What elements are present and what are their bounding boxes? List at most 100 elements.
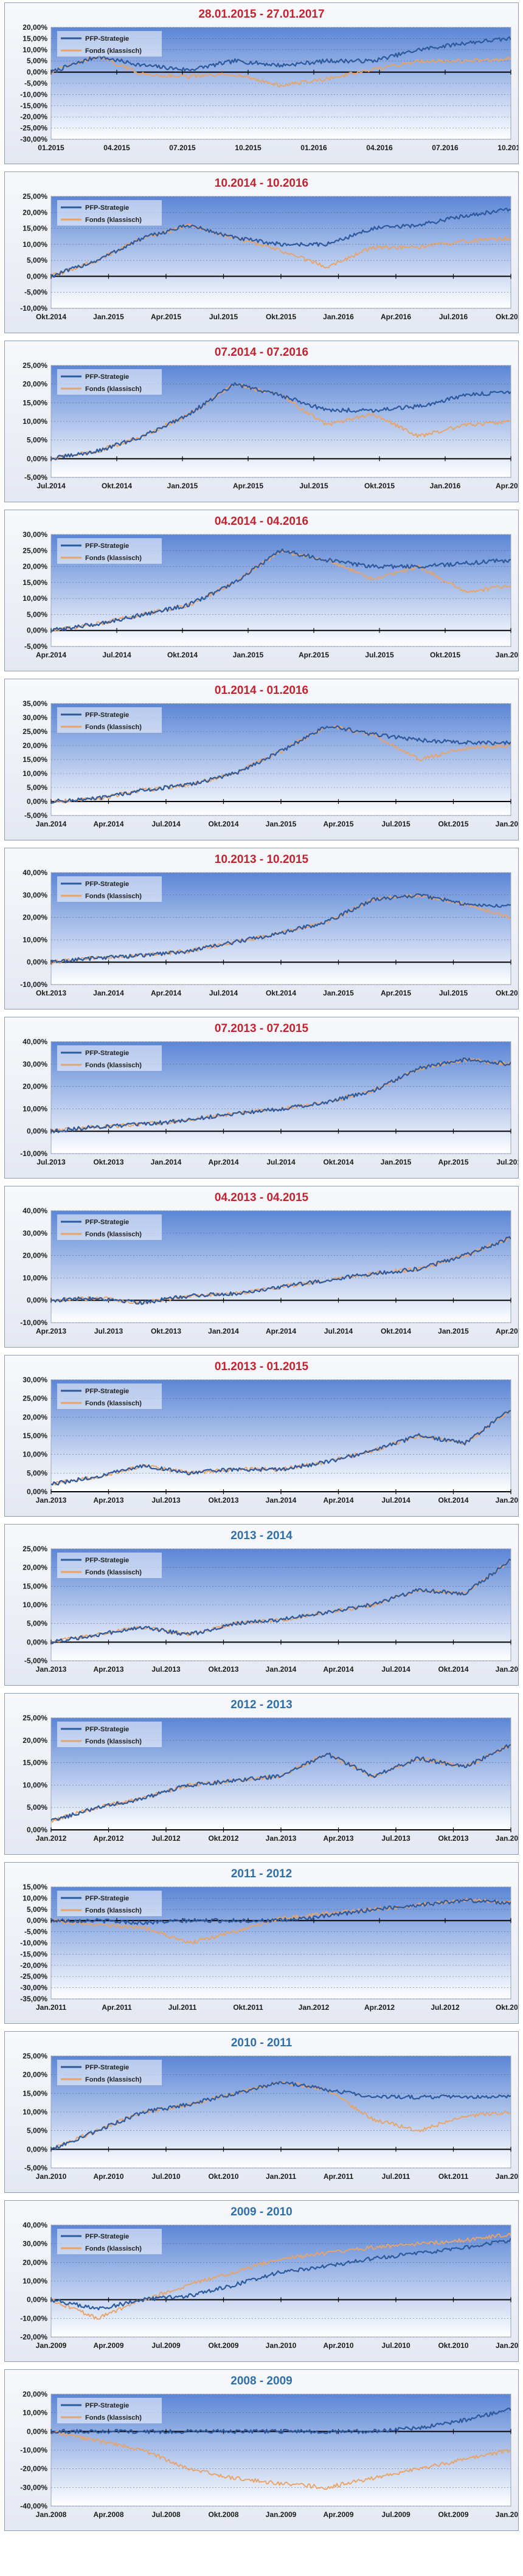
x-tick-label: Apr.2013 (36, 1327, 66, 1335)
chart-svg: 2010 - 2011 25,00% 20,00% 15,00% 10,00% 5,00%… (23, 2037, 518, 2181)
x-tick-label: Okt.2013 (438, 1834, 468, 1843)
legend-box (57, 200, 162, 226)
y-tick-label: 15,00% (23, 755, 47, 764)
y-tick-label: -10,00% (20, 1149, 47, 1158)
legend-label: PFP-Strategie (85, 1219, 129, 1226)
y-tick-label: 0,00% (27, 797, 47, 806)
y-tick-label: 5,00% (27, 1619, 47, 1628)
legend-box (57, 369, 162, 395)
x-tick-label: Jul.2015 (299, 482, 328, 490)
chart-title: 2011 - 2012 (231, 1868, 292, 1880)
chart-title: 07.2014 - 07.2016 (215, 346, 308, 359)
y-tick-label: 10,00% (23, 935, 47, 944)
y-tick-label: 30,00% (23, 530, 47, 539)
series-group (51, 2080, 511, 2150)
y-tick-label: 20,00% (23, 913, 47, 922)
chart-svg: 01.2014 - 01.2016 35,00% 30,00% 25,00% 20,00… (23, 684, 518, 828)
y-tick-label: -10,00% (20, 304, 47, 313)
x-tick-label: Apr.2014 (266, 1327, 296, 1335)
y-tick-label: 40,00% (23, 868, 47, 877)
chart-svg: 07.2013 - 07.2015 40,00% 30,00% 20,00% 10,00… (20, 1022, 518, 1166)
x-tick-label: 07.2015 (169, 144, 196, 152)
y-tick-label: 0,00% (27, 958, 47, 966)
x-tick-label: Okt.2013 (36, 989, 66, 997)
series-group (51, 381, 511, 461)
series-line-fund (51, 55, 511, 88)
y-tick-label: -10,00% (20, 90, 47, 99)
chart-svg: 2013 - 2014 25,00% 20,00% 15,00% 10,00% 5,00%… (23, 1529, 518, 1674)
x-tick-label: Apr.2015 (381, 989, 411, 997)
x-tick-label: Jan.2012 (496, 2172, 518, 2181)
plot-area (50, 1041, 511, 1154)
legend-label: Fonds (klassisch) (85, 216, 142, 224)
x-tick-label: Jul.2013 (381, 1834, 410, 1843)
y-tick-label: 20,00% (23, 563, 47, 571)
y-tick-label: 25,00% (23, 727, 47, 736)
x-tick-label: Jan.2015 (323, 989, 354, 997)
series-group (51, 1057, 511, 1134)
x-tick-label: Jan.2016 (323, 313, 354, 321)
chart-panel: 01.2014 - 01.2016 35,00% 30,00% 25,00% 20,00… (4, 679, 519, 840)
x-tick-label: Jul.2012 (151, 1834, 181, 1843)
series-group (51, 2232, 511, 2320)
x-tick-label: Jan.2015 (167, 482, 198, 490)
legend-box (57, 31, 162, 57)
chart-title: 2012 - 2013 (230, 1698, 292, 1711)
y-tick-label: -15,00% (20, 1950, 47, 1958)
x-tick-label: Jan.2016 (430, 482, 461, 490)
x-tick-label: Apr.2012 (93, 1834, 123, 1843)
series-group (51, 892, 511, 964)
x-tick-label: Jul.2014 (381, 1665, 410, 1674)
x-tick-label: 10.2016 (497, 144, 518, 152)
x-tick-label: 01.2015 (38, 144, 64, 152)
x-tick-label: Jan.2015 (93, 313, 124, 321)
y-tick-label: -10,00% (20, 2446, 47, 2454)
y-tick-label: 15,00% (23, 1582, 47, 1590)
y-tick-label: 40,00% (23, 1207, 47, 1215)
x-tick-label: Jan.2013 (266, 1834, 297, 1843)
legend-label: Fonds (klassisch) (85, 1231, 142, 1238)
chart-title: 04.2013 - 04.2015 (215, 1191, 309, 1204)
x-tick-label: Apr.2011 (102, 2003, 132, 2012)
chart-svg: 2012 - 2013 25,00% 20,00% 15,00% 10,00% 5,00%… (23, 1698, 518, 1843)
x-tick-label: Jul.2014 (381, 1496, 410, 1504)
x-tick-label: Apr.2009 (93, 2341, 123, 2350)
series-line-fund (51, 725, 511, 803)
x-tick-label: Okt.2010 (208, 2172, 238, 2181)
x-tick-label: Okt.2014 (208, 820, 238, 828)
series-line-strategy (51, 36, 511, 74)
y-tick-label: 40,00% (23, 2221, 47, 2229)
x-tick-label: Jul.2015 (496, 1158, 518, 1166)
y-tick-label: 10,00% (23, 2108, 47, 2116)
series-group (51, 1409, 511, 1486)
legend-label: Fonds (klassisch) (85, 2076, 142, 2083)
y-tick-label: 20,00% (23, 2258, 47, 2266)
series-group (51, 725, 511, 804)
x-tick-label: Okt.2013 (208, 1496, 238, 1504)
y-tick-label: -30,00% (20, 1984, 47, 1992)
legend-label: PFP-Strategie (85, 35, 129, 43)
y-tick-label: 15,00% (23, 398, 47, 407)
chart-svg: 10.2013 - 10.2015 40,00% 30,00% 20,00% 10,00… (20, 853, 518, 997)
legend-box (57, 1045, 162, 1071)
legend-box (57, 2398, 162, 2423)
x-tick-label: Apr.2013 (323, 1834, 353, 1843)
y-tick-label: 10,00% (23, 1601, 47, 1609)
y-tick-label: 5,00% (27, 610, 47, 618)
x-tick-label: Jul.2013 (94, 1327, 123, 1335)
series-group (51, 1558, 511, 1644)
x-tick-label: Jan.2015 (381, 1158, 412, 1166)
y-tick-label: 20,00% (23, 1252, 47, 1260)
y-tick-label: -10,00% (20, 1939, 47, 1947)
y-tick-label: 30,00% (23, 1060, 47, 1068)
legend-box (57, 707, 162, 733)
legend-label: PFP-Strategie (85, 1050, 129, 1057)
x-tick-label: Apr.2014 (151, 989, 181, 997)
x-tick-label: 07.2016 (432, 144, 459, 152)
x-tick-label: Okt.2013 (151, 1327, 181, 1335)
x-tick-label: Okt.2009 (208, 2341, 238, 2350)
y-tick-label: 25,00% (23, 546, 47, 555)
y-tick-label: 10,00% (23, 1273, 47, 1282)
x-tick-label: Okt.2010 (438, 2341, 468, 2350)
series-line-strategy (51, 548, 511, 632)
